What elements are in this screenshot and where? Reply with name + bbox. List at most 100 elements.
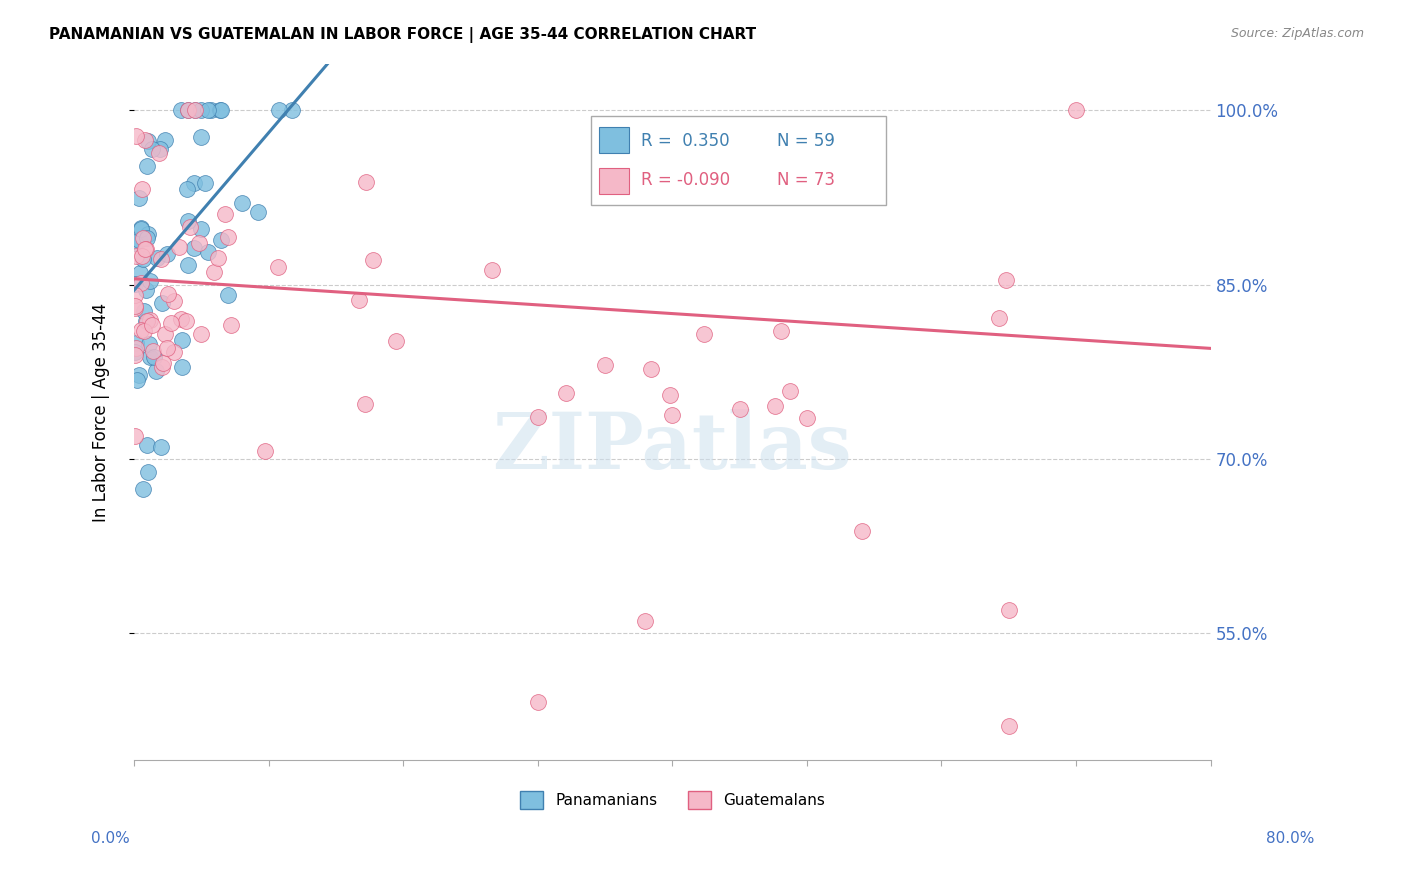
Text: PANAMANIAN VS GUATEMALAN IN LABOR FORCE | AGE 35-44 CORRELATION CHART: PANAMANIAN VS GUATEMALAN IN LABOR FORCE … <box>49 27 756 43</box>
Point <box>177 213 200 227</box>
Point <box>202 264 225 278</box>
Point <box>177 103 200 118</box>
Point <box>129 323 152 337</box>
Point <box>555 386 578 401</box>
Point <box>124 235 146 250</box>
Point <box>356 176 378 190</box>
Point <box>254 443 277 458</box>
Point <box>125 128 148 143</box>
Point <box>132 231 155 245</box>
Point <box>143 350 166 364</box>
Point <box>193 176 215 190</box>
Point <box>209 233 232 247</box>
Point <box>214 207 236 221</box>
Text: Source: ZipAtlas.com: Source: ZipAtlas.com <box>1230 27 1364 40</box>
Point <box>851 524 873 538</box>
Point <box>176 314 198 328</box>
Point <box>136 231 159 245</box>
Point <box>138 351 160 365</box>
Point <box>693 326 716 341</box>
Point <box>124 288 146 302</box>
Point <box>385 334 408 349</box>
Point <box>779 384 801 398</box>
Point <box>183 176 205 190</box>
Point <box>163 345 186 359</box>
Point <box>131 249 153 263</box>
Point <box>208 103 231 118</box>
Point <box>136 159 159 173</box>
Point <box>160 316 183 330</box>
Text: R =  0.350: R = 0.350 <box>641 132 730 150</box>
Point <box>150 360 173 375</box>
Point <box>354 397 377 411</box>
Point <box>124 335 146 350</box>
Point <box>153 326 176 341</box>
Point <box>136 134 159 148</box>
Point <box>659 388 682 402</box>
Point <box>129 220 152 235</box>
Point <box>134 132 156 146</box>
Point <box>132 304 155 318</box>
Point <box>128 191 150 205</box>
Point <box>640 362 662 376</box>
Point <box>136 227 159 241</box>
Point <box>190 103 212 118</box>
Point <box>145 364 167 378</box>
Point <box>136 466 159 480</box>
Text: 0.0%: 0.0% <box>91 831 131 846</box>
Point <box>135 313 157 327</box>
Point <box>138 337 160 351</box>
Point <box>593 358 616 372</box>
Point <box>177 103 200 118</box>
Point <box>148 146 170 161</box>
Point <box>124 277 146 291</box>
Point <box>183 103 205 118</box>
Point <box>167 240 190 254</box>
Point <box>231 195 253 210</box>
Point <box>134 242 156 256</box>
Point <box>197 103 219 118</box>
Point <box>661 408 683 422</box>
Point <box>128 368 150 383</box>
Point <box>135 242 157 256</box>
Point <box>170 103 193 118</box>
Point <box>200 103 222 118</box>
Point <box>176 182 198 196</box>
Point <box>190 129 212 144</box>
Point <box>190 222 212 236</box>
Point <box>128 233 150 247</box>
Point <box>124 249 146 263</box>
Point <box>156 247 179 261</box>
Point <box>207 251 229 265</box>
Point <box>219 318 242 332</box>
Point <box>149 252 172 266</box>
Point <box>347 293 370 307</box>
Point <box>132 482 155 496</box>
Point <box>172 333 194 347</box>
Point <box>183 103 205 118</box>
Point <box>125 341 148 355</box>
Point <box>141 142 163 156</box>
FancyBboxPatch shape <box>599 127 628 153</box>
Point <box>135 438 157 452</box>
Point <box>170 312 193 326</box>
Point <box>124 299 146 313</box>
Point <box>481 262 503 277</box>
Point <box>796 411 818 425</box>
Point <box>139 275 162 289</box>
Text: ZIPatlas: ZIPatlas <box>492 409 852 485</box>
Point <box>363 253 385 268</box>
Text: 80.0%: 80.0% <box>1267 831 1315 846</box>
Point <box>267 260 290 275</box>
Point <box>124 428 146 442</box>
Point <box>634 614 657 628</box>
Point <box>139 313 162 327</box>
Point <box>217 288 239 302</box>
Point <box>153 133 176 147</box>
Point <box>217 230 239 244</box>
Point <box>146 251 169 265</box>
FancyBboxPatch shape <box>599 168 628 194</box>
Point <box>995 273 1018 287</box>
Point <box>988 311 1011 326</box>
Point <box>134 324 156 338</box>
